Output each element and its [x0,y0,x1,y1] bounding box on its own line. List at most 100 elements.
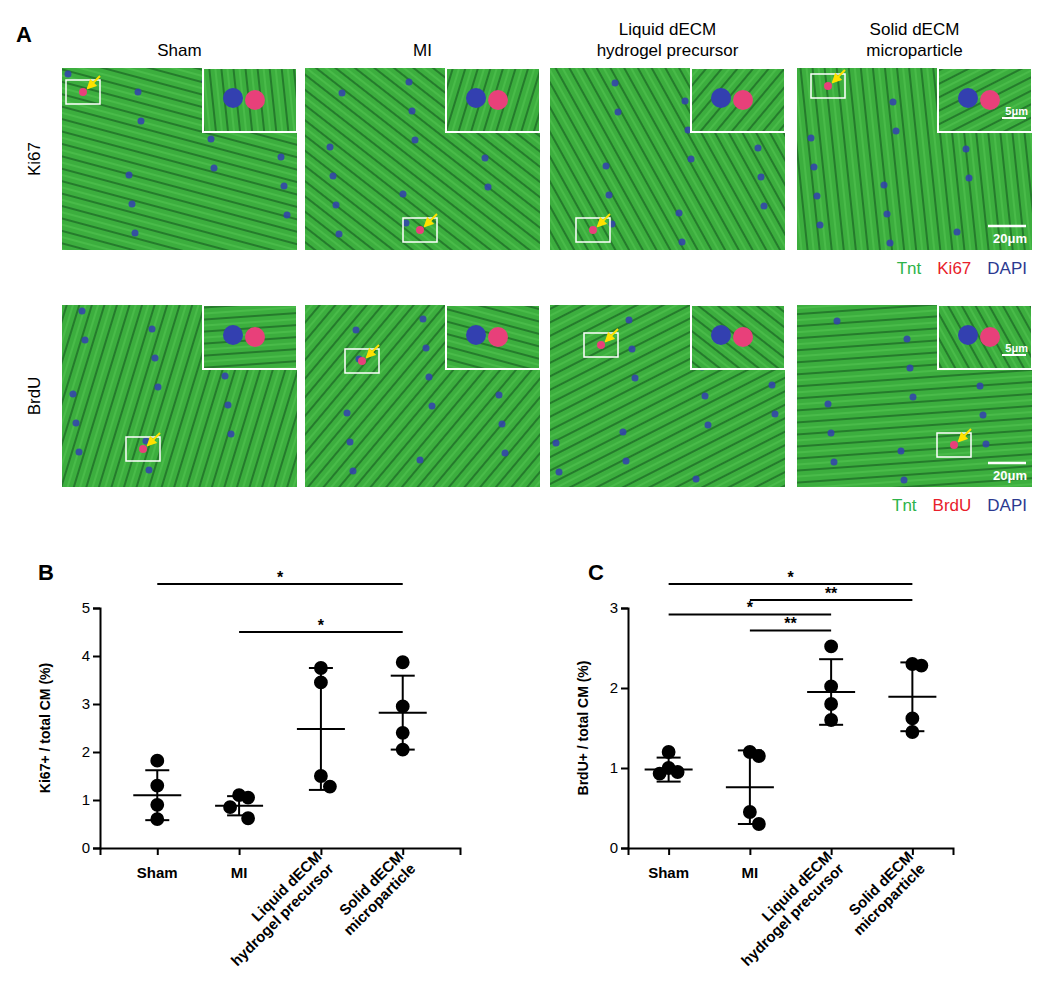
micrograph [62,305,297,487]
x-tick-mark [831,848,833,855]
y-tick: 3 [610,599,628,616]
micrograph [305,305,540,487]
legend-entry: DAPI [987,496,1027,515]
significance-label: ** [784,615,797,632]
y-tick-mark [621,768,628,770]
y-tick-mark [621,608,628,610]
column-header: MI [413,41,432,60]
x-tick-label: Solid dECMmicroparticle [328,848,419,939]
data-point [223,800,237,814]
micrograph [797,305,1032,487]
y-axis: 0 1 2 3 4 5 [82,599,101,856]
x-tick [912,848,913,855]
x-axis [101,848,461,855]
error-bar [227,796,251,815]
y-tick-label: 4 [82,647,90,664]
y-tick-label: 3 [82,695,90,712]
row-label: BrdU [25,377,44,416]
y-tick: 5 [82,599,100,616]
scale-bar: 20μm [993,468,1027,483]
x-tick-mark [668,848,670,855]
column-header: Solid dECMmicroparticle [866,20,962,60]
data-point [150,754,164,768]
x-tick-label: MI [231,864,248,881]
x-tick-mark [912,848,914,855]
panel-letter: C [588,560,604,585]
micrograph [550,68,785,250]
significance-label: ** [825,585,838,602]
y-tick-label: 1 [610,759,618,776]
y-axis: 0 1 2 3 [610,599,629,856]
x-axis-line [101,849,461,856]
significance-label: * [787,569,794,586]
y-tick: 3 [82,695,100,712]
y-tick-label: 1 [82,791,90,808]
y-tick-mark [93,752,100,754]
plot-area [133,655,426,826]
x-tick-mark [402,848,404,855]
error-bar [391,676,415,750]
x-tick [403,848,404,855]
panel-letter: A [16,22,32,47]
y-tick-label: 0 [610,839,618,856]
significance-label: * [277,569,284,586]
y-tick-mark [93,800,100,802]
error-bar [145,770,169,820]
x-tick-mark [239,848,241,855]
data-point [241,811,255,825]
x-tick [831,848,832,855]
y-tick: 1 [82,791,100,808]
y-tick-label: 0 [82,839,90,856]
y-tick: 0 [610,839,628,856]
data-point [396,655,410,669]
x-tick-mark [749,848,751,855]
y-tick-mark [621,688,628,690]
error-bar [819,659,843,725]
y-tick: 0 [82,839,100,856]
x-tick-label: Liquid dECMhydrogel precursor [726,848,847,969]
x-tick [321,848,322,855]
column-header: Sham [157,41,201,60]
x-tick-label: Sham [137,864,178,881]
data-point [914,659,928,673]
y-tick-label: 2 [82,743,90,760]
y-tick-mark [93,656,100,658]
x-tick [157,848,158,855]
x-tick-mark [320,848,322,855]
significance-label: * [318,617,325,634]
x-tick-label: Sham [648,864,689,881]
error-bar [900,662,924,731]
micrograph [797,68,1032,250]
data-point [671,765,685,779]
x-tick-label: MI [742,864,759,881]
legend-entry: Tnt [897,259,922,278]
data-point [824,639,838,653]
y-tick-mark [93,848,100,850]
column-header: Liquid dECMhydrogel precursor [597,20,739,60]
data-point [323,780,337,794]
legend-entry: Tnt [892,496,917,515]
legend-entry: Ki67 [937,259,971,278]
legend-entry: DAPI [987,259,1027,278]
figure: AShamMILiquid dECMhydrogel precursorSoli… [0,0,1050,1000]
x-tick-label: Liquid dECMhydrogel precursor [215,848,336,969]
x-tick-mark [157,848,159,855]
micrograph [62,68,297,250]
y-tick-mark [93,608,100,610]
x-tick-label: Solid dECMmicroparticle [837,848,928,939]
y-tick-label: 5 [82,599,90,616]
panel-letter: B [38,560,54,585]
inset-scale-bar: 5μm [1005,105,1028,117]
y-tick-label: 2 [610,679,618,696]
y-tick: 2 [610,679,628,696]
error-bar [309,668,333,790]
inset-scale-bar: 5μm [1005,342,1028,354]
error-bar [657,758,681,782]
micrograph [305,68,540,250]
x-tick [239,848,240,855]
y-tick-mark [621,848,628,850]
row-label: Ki67 [25,142,44,176]
y-tick: 1 [610,759,628,776]
plot-area [645,639,937,830]
x-tick [750,848,751,855]
